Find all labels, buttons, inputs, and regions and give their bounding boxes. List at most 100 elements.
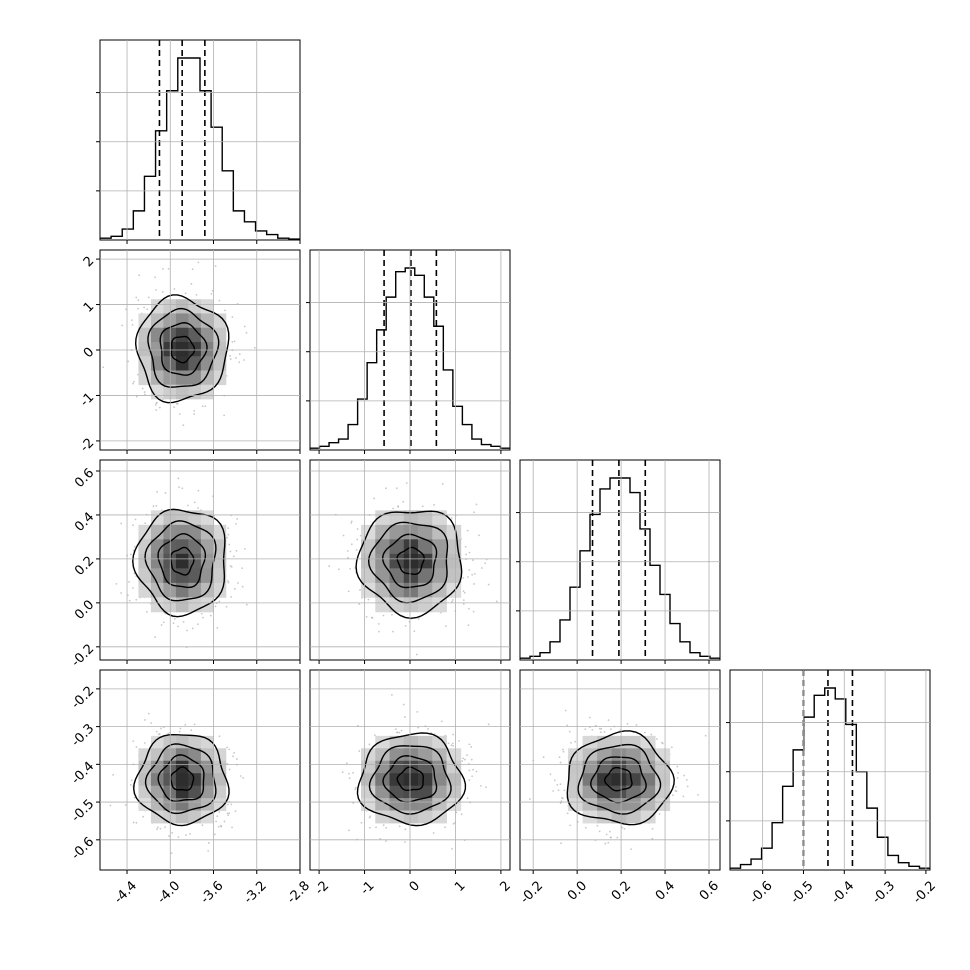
- scatter-point: [230, 803, 233, 806]
- contour-level-3: [577, 743, 662, 815]
- scatter-point: [147, 296, 150, 299]
- contour-level-3: [367, 521, 449, 604]
- scatter-point: [591, 729, 594, 731]
- scatter-point: [142, 815, 145, 818]
- density-cell: [446, 553, 462, 569]
- scatter-point: [460, 813, 463, 816]
- scatter-point: [400, 729, 403, 732]
- scatter-point: [195, 293, 198, 296]
- density-cell: [655, 785, 671, 799]
- scatter-point: [155, 504, 158, 507]
- scatter-point: [137, 373, 139, 376]
- scatter-point: [462, 603, 465, 605]
- scatter-point: [218, 811, 221, 813]
- scatter-point: [193, 413, 195, 415]
- scatter-point: [237, 582, 239, 584]
- scatter-panel-3-2: [309, 459, 511, 664]
- density-cell: [418, 553, 433, 569]
- scatter-point: [158, 406, 161, 409]
- scatter-point: [445, 625, 447, 627]
- density-cell: [418, 810, 433, 824]
- density-cell: [213, 539, 227, 555]
- contour-level-3: [368, 745, 452, 815]
- scatter-point: [603, 731, 606, 733]
- density-cell: [640, 773, 656, 787]
- gridlines: [100, 40, 300, 240]
- scatter-point: [359, 589, 361, 591]
- density-cell: [403, 597, 419, 613]
- scatter-point: [542, 756, 545, 759]
- scatter-point: [465, 553, 467, 556]
- scatter-point: [623, 827, 626, 830]
- density-cell: [213, 785, 227, 799]
- scatter-point: [395, 487, 398, 490]
- scatter-point: [588, 716, 591, 719]
- x-tick-label: -0.4: [829, 878, 858, 907]
- scatter-point: [178, 486, 180, 489]
- scatter-point: [392, 507, 394, 510]
- scatter-point: [202, 616, 204, 619]
- scatter-point: [444, 826, 446, 829]
- scatter-point: [223, 820, 226, 823]
- scatter-point: [674, 789, 677, 792]
- scatter-point: [559, 761, 562, 764]
- scatter-point: [385, 826, 388, 829]
- scatter-point: [563, 789, 566, 792]
- scatter-point: [466, 754, 468, 757]
- density-cell: [432, 735, 447, 749]
- x-tick-label: -3.2: [241, 878, 270, 907]
- gridlines: [310, 250, 510, 450]
- density-cell: [418, 735, 433, 749]
- scatter-point: [346, 550, 349, 552]
- density-cell: [175, 356, 189, 371]
- scatter-point: [349, 567, 352, 570]
- scatter-point: [177, 625, 179, 628]
- scatter-point: [584, 728, 587, 731]
- scatter-point: [189, 832, 191, 835]
- scatter-point: [468, 569, 471, 572]
- histogram-line: [100, 57, 300, 240]
- scatter-point: [147, 712, 150, 715]
- y-tick-label: -1: [78, 390, 98, 410]
- density-cell: [150, 785, 164, 799]
- scatter-point: [124, 804, 127, 806]
- scatter-point: [347, 829, 350, 832]
- x-tick-label: -0.2: [910, 878, 939, 907]
- histogram-panel-4: -0.6 -0.5 -0.4 -0.3 -0.2: [726, 669, 939, 907]
- scatter-point: [562, 797, 564, 800]
- scatter-point: [253, 346, 256, 349]
- scatter-point: [556, 783, 559, 786]
- y-tick-label: 1: [81, 299, 97, 315]
- density-cell: [361, 568, 376, 584]
- density-cell: [403, 553, 419, 569]
- gridlines: [520, 670, 720, 870]
- gridlines: [520, 460, 720, 660]
- scatter-point: [207, 849, 210, 852]
- scatter-point: [130, 319, 133, 322]
- scatter-point: [433, 503, 435, 506]
- density-cell: [389, 539, 405, 555]
- density-cell: [432, 597, 447, 613]
- scatter-point: [177, 836, 180, 838]
- scatter-point: [464, 545, 467, 548]
- scatter-point: [402, 703, 405, 706]
- scatter-point: [658, 813, 661, 815]
- scatter-point: [594, 724, 597, 727]
- scatter-point: [452, 744, 455, 747]
- scatter-point: [370, 616, 373, 619]
- scatter-point: [557, 789, 560, 792]
- density-cell: [150, 299, 164, 314]
- scatter-point: [697, 793, 699, 796]
- y-tick-label: 0.6: [72, 466, 97, 491]
- scatter-point: [159, 827, 162, 830]
- scatter-point: [243, 359, 245, 361]
- scatter-point: [350, 522, 353, 524]
- scatter-point: [235, 522, 237, 525]
- scatter-point: [382, 614, 385, 617]
- scatter-point: [605, 833, 608, 836]
- scatter-point: [135, 821, 138, 824]
- density-cell: [389, 524, 405, 540]
- density-cell: [200, 568, 214, 584]
- density-cell: [150, 597, 164, 613]
- contour-level-3: [144, 743, 217, 815]
